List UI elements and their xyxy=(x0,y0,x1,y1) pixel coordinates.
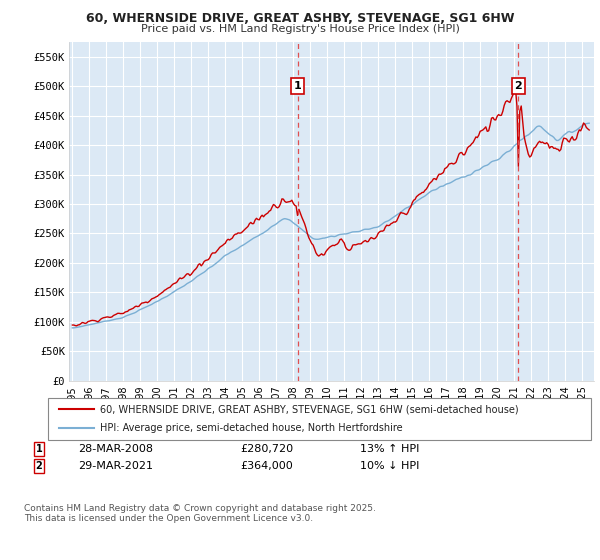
Text: 60, WHERNSIDE DRIVE, GREAT ASHBY, STEVENAGE, SG1 6HW: 60, WHERNSIDE DRIVE, GREAT ASHBY, STEVEN… xyxy=(86,12,514,25)
Text: 28-MAR-2008: 28-MAR-2008 xyxy=(78,444,153,454)
Text: 1: 1 xyxy=(293,81,301,91)
Text: £280,720: £280,720 xyxy=(240,444,293,454)
Text: £364,000: £364,000 xyxy=(240,461,293,471)
Text: 29-MAR-2021: 29-MAR-2021 xyxy=(78,461,153,471)
Text: 1: 1 xyxy=(35,444,43,454)
Text: HPI: Average price, semi-detached house, North Hertfordshire: HPI: Average price, semi-detached house,… xyxy=(100,423,402,433)
Text: 2: 2 xyxy=(515,81,522,91)
Text: 13% ↑ HPI: 13% ↑ HPI xyxy=(360,444,419,454)
Text: Contains HM Land Registry data © Crown copyright and database right 2025.
This d: Contains HM Land Registry data © Crown c… xyxy=(24,504,376,524)
Text: Price paid vs. HM Land Registry's House Price Index (HPI): Price paid vs. HM Land Registry's House … xyxy=(140,24,460,34)
Text: 60, WHERNSIDE DRIVE, GREAT ASHBY, STEVENAGE, SG1 6HW (semi-detached house): 60, WHERNSIDE DRIVE, GREAT ASHBY, STEVEN… xyxy=(100,404,518,414)
Text: 2: 2 xyxy=(35,461,43,471)
Text: 10% ↓ HPI: 10% ↓ HPI xyxy=(360,461,419,471)
FancyBboxPatch shape xyxy=(48,398,591,440)
